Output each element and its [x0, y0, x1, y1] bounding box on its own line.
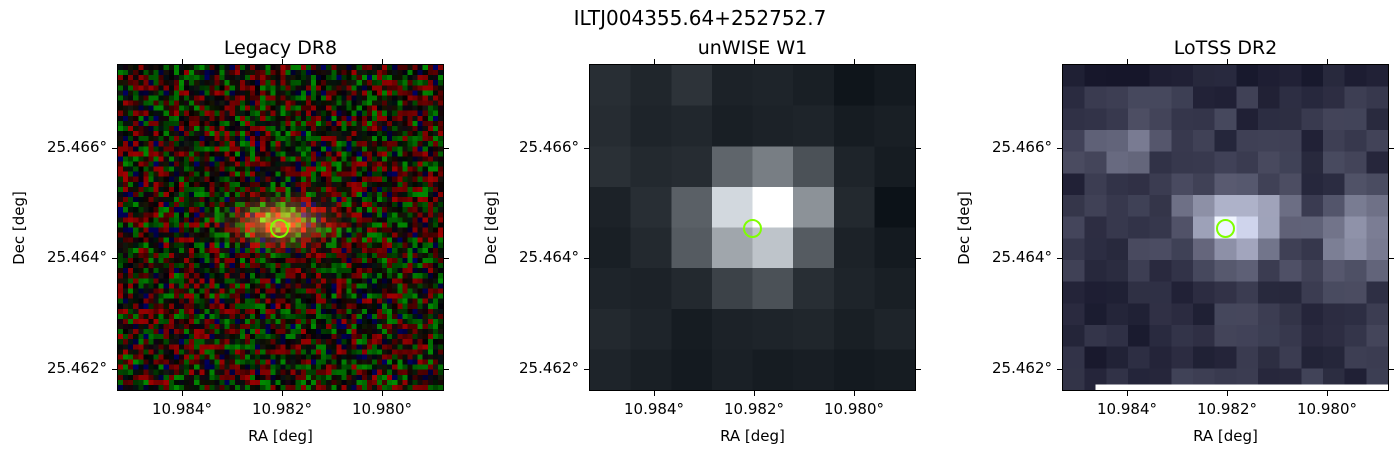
y-tick	[1389, 258, 1394, 259]
x-tick	[854, 59, 855, 64]
figure-title: ILTJ004355.64+252752.7	[573, 6, 827, 30]
unwise-image	[590, 65, 915, 390]
x-tick-label: 10.980°	[352, 400, 412, 418]
x-tick	[382, 59, 383, 64]
x-tick	[1327, 391, 1328, 396]
y-tick	[112, 369, 117, 370]
y-tick	[444, 148, 449, 149]
x-tick	[1327, 59, 1328, 64]
panel-lotss: LoTSS DR2	[1062, 0, 1389, 458]
x-tick-label: 10.982°	[724, 400, 784, 418]
lotss-image	[1063, 65, 1388, 390]
x-tick	[654, 391, 655, 396]
x-tick-label: 10.980°	[824, 400, 884, 418]
x-axis-title: RA [deg]	[1193, 427, 1258, 445]
x-tick	[282, 59, 283, 64]
x-tick-label: 10.984°	[624, 400, 684, 418]
y-tick	[1389, 369, 1394, 370]
y-tick	[444, 258, 449, 259]
panel-title: LoTSS DR2	[1173, 37, 1278, 59]
y-tick	[916, 148, 921, 149]
x-axis-title: RA [deg]	[720, 427, 785, 445]
source-marker-circle	[743, 219, 762, 238]
x-axis-title: RA [deg]	[248, 427, 313, 445]
image-frame	[117, 64, 444, 391]
image-frame	[589, 64, 916, 391]
panel-unwise: unWISE W1	[589, 0, 916, 458]
legacy-image	[118, 65, 443, 390]
x-tick-label: 10.980°	[1297, 400, 1357, 418]
x-tick-label: 10.982°	[252, 400, 312, 418]
x-tick	[1227, 391, 1228, 396]
y-tick	[1389, 148, 1394, 149]
x-tick	[854, 391, 855, 396]
y-tick	[444, 369, 449, 370]
x-tick	[754, 391, 755, 396]
x-tick	[654, 59, 655, 64]
y-tick-label: 25.462°	[519, 359, 579, 377]
x-tick	[754, 59, 755, 64]
panel-title: Legacy DR8	[223, 37, 338, 59]
y-tick	[112, 148, 117, 149]
y-tick-label: 25.464°	[519, 248, 579, 266]
y-tick	[1057, 369, 1062, 370]
x-tick-label: 10.982°	[1197, 400, 1257, 418]
image-frame	[1062, 64, 1389, 391]
y-tick	[1057, 148, 1062, 149]
y-tick	[112, 258, 117, 259]
x-tick	[182, 59, 183, 64]
y-tick-label: 25.466°	[992, 138, 1052, 156]
y-tick	[584, 148, 589, 149]
source-marker-circle	[1216, 219, 1235, 238]
y-tick	[916, 369, 921, 370]
y-tick-label: 25.464°	[992, 248, 1052, 266]
x-tick	[382, 391, 383, 396]
x-tick-label: 10.984°	[1097, 400, 1157, 418]
panel-title: unWISE W1	[697, 37, 808, 59]
y-tick	[916, 258, 921, 259]
y-tick-label: 25.466°	[519, 138, 579, 156]
y-tick-label: 25.466°	[47, 138, 107, 156]
y-tick	[584, 258, 589, 259]
x-tick	[182, 391, 183, 396]
x-tick	[1127, 391, 1128, 396]
y-axis-title: Dec [deg]	[10, 191, 28, 265]
y-tick	[1057, 258, 1062, 259]
y-axis-title: Dec [deg]	[955, 191, 973, 265]
source-marker-circle	[270, 219, 289, 238]
x-tick-label: 10.984°	[152, 400, 212, 418]
panel-legacy: Legacy DR8	[117, 0, 444, 458]
y-tick-label: 25.464°	[47, 248, 107, 266]
y-tick	[584, 369, 589, 370]
y-axis-title: Dec [deg]	[482, 191, 500, 265]
y-tick-label: 25.462°	[47, 359, 107, 377]
x-tick	[1127, 59, 1128, 64]
y-tick-label: 25.462°	[992, 359, 1052, 377]
x-tick	[282, 391, 283, 396]
x-tick	[1227, 59, 1228, 64]
